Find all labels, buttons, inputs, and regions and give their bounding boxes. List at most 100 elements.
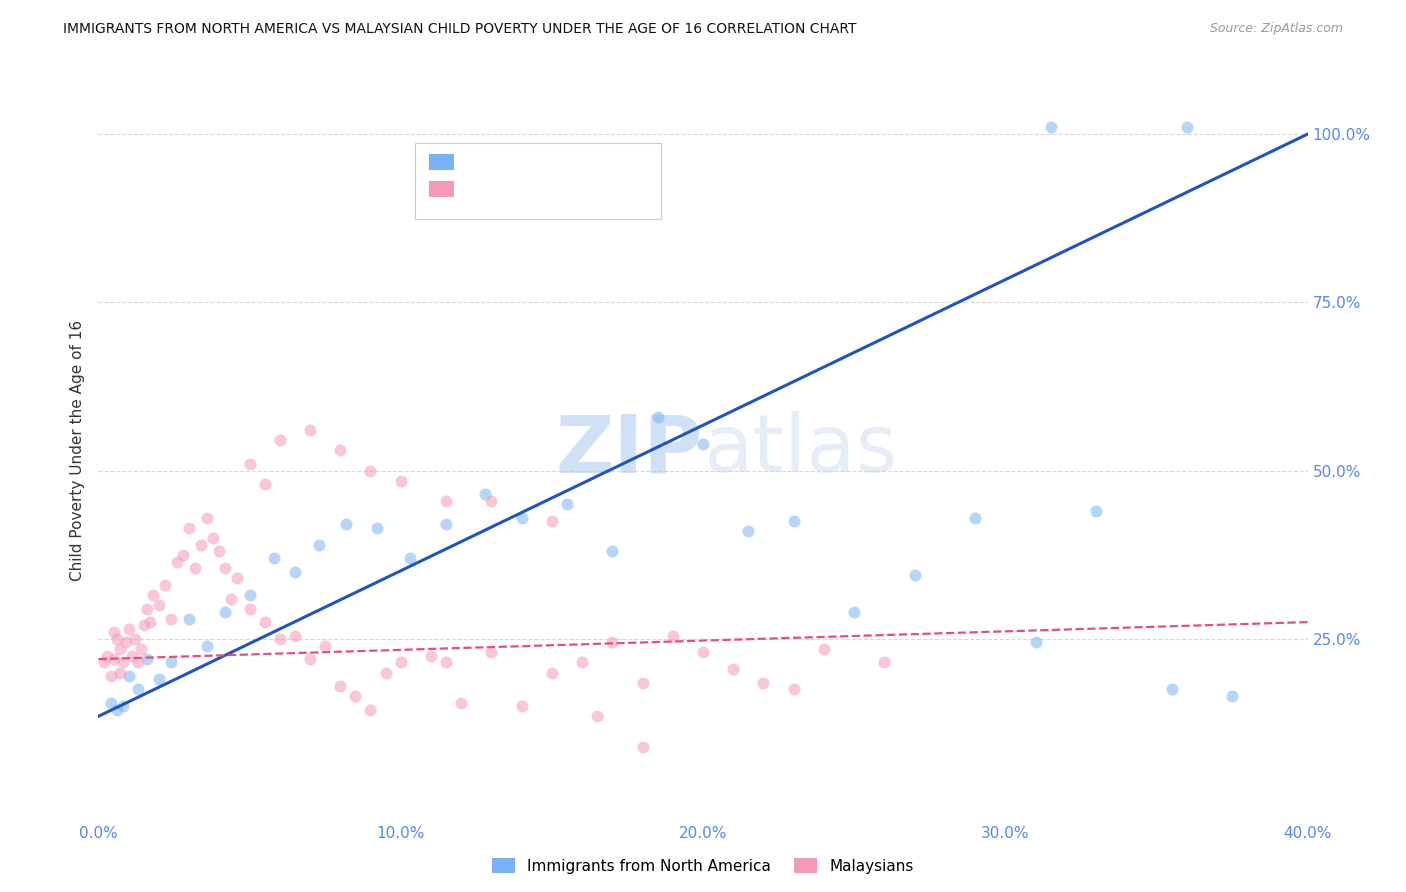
- Text: R = 0.600   N = 34: R = 0.600 N = 34: [465, 153, 636, 171]
- Point: [1220, 689, 1243, 703]
- Point: [214, 561, 236, 575]
- Point: [692, 645, 714, 659]
- Point: [239, 457, 262, 471]
- Point: [299, 423, 322, 437]
- Point: [253, 477, 276, 491]
- Point: [904, 568, 927, 582]
- Point: [127, 656, 149, 670]
- Point: [389, 656, 412, 670]
- Point: [121, 648, 143, 663]
- Point: [124, 632, 146, 646]
- Point: [226, 571, 249, 585]
- Point: [752, 675, 775, 690]
- Point: [221, 591, 243, 606]
- Point: [160, 612, 183, 626]
- Text: Source: ZipAtlas.com: Source: ZipAtlas.com: [1209, 22, 1343, 36]
- Point: [873, 656, 896, 670]
- Point: [398, 551, 420, 566]
- Point: [148, 599, 170, 613]
- Point: [314, 639, 336, 653]
- Point: [111, 699, 134, 714]
- Legend: Immigrants from North America, Malaysians: Immigrants from North America, Malaysian…: [486, 852, 920, 880]
- Point: [253, 615, 276, 629]
- Point: [127, 682, 149, 697]
- Point: [202, 531, 225, 545]
- Point: [103, 625, 125, 640]
- Point: [190, 538, 212, 552]
- Point: [602, 635, 624, 649]
- Point: [540, 514, 562, 528]
- Point: [450, 696, 472, 710]
- Point: [335, 517, 357, 532]
- Point: [135, 652, 157, 666]
- Point: [108, 642, 131, 657]
- Point: [737, 524, 759, 539]
- Point: [481, 645, 503, 659]
- Text: IMMIGRANTS FROM NORTH AMERICA VS MALAYSIAN CHILD POVERTY UNDER THE AGE OF 16 COR: IMMIGRANTS FROM NORTH AMERICA VS MALAYSI…: [63, 22, 856, 37]
- Point: [783, 514, 806, 528]
- Point: [540, 665, 562, 680]
- Point: [434, 656, 457, 670]
- Point: [510, 699, 533, 714]
- Point: [108, 665, 131, 680]
- Point: [783, 682, 806, 697]
- Point: [142, 588, 165, 602]
- Point: [366, 521, 388, 535]
- Point: [160, 656, 183, 670]
- Point: [153, 578, 176, 592]
- Point: [105, 703, 128, 717]
- Point: [269, 632, 291, 646]
- Point: [344, 689, 367, 703]
- Point: [1160, 682, 1182, 697]
- Point: [166, 554, 188, 569]
- Point: [114, 635, 136, 649]
- Point: [1085, 504, 1108, 518]
- Point: [308, 538, 330, 552]
- Point: [631, 739, 654, 754]
- Point: [284, 629, 307, 643]
- Point: [1175, 120, 1198, 135]
- Point: [214, 605, 236, 619]
- Point: [631, 675, 654, 690]
- Text: atlas: atlas: [703, 411, 897, 490]
- Point: [195, 639, 218, 653]
- Point: [284, 565, 307, 579]
- Point: [360, 464, 382, 478]
- Point: [434, 494, 457, 508]
- Point: [111, 656, 134, 670]
- Point: [602, 544, 624, 558]
- Text: R = 0.048   N = 72: R = 0.048 N = 72: [465, 180, 636, 198]
- Point: [555, 497, 578, 511]
- Point: [195, 510, 218, 524]
- Point: [434, 517, 457, 532]
- Point: [93, 656, 115, 670]
- Point: [389, 474, 412, 488]
- Point: [329, 679, 352, 693]
- Point: [139, 615, 162, 629]
- Point: [474, 487, 496, 501]
- Point: [661, 629, 683, 643]
- Point: [329, 443, 352, 458]
- Point: [510, 510, 533, 524]
- Point: [132, 618, 155, 632]
- Point: [1039, 120, 1062, 135]
- Point: [1024, 635, 1046, 649]
- Point: [179, 612, 201, 626]
- Point: [723, 662, 745, 676]
- Point: [100, 696, 122, 710]
- Y-axis label: Child Poverty Under the Age of 16: Child Poverty Under the Age of 16: [69, 320, 84, 581]
- Point: [360, 703, 382, 717]
- Point: [208, 544, 231, 558]
- Point: [965, 510, 987, 524]
- Text: ZIP: ZIP: [555, 411, 703, 490]
- Point: [586, 709, 609, 723]
- Point: [420, 648, 443, 663]
- Point: [148, 673, 170, 687]
- Point: [135, 601, 157, 615]
- Point: [374, 665, 396, 680]
- Point: [239, 588, 262, 602]
- Point: [813, 642, 835, 657]
- Point: [239, 601, 262, 615]
- Point: [263, 551, 285, 566]
- Point: [179, 521, 201, 535]
